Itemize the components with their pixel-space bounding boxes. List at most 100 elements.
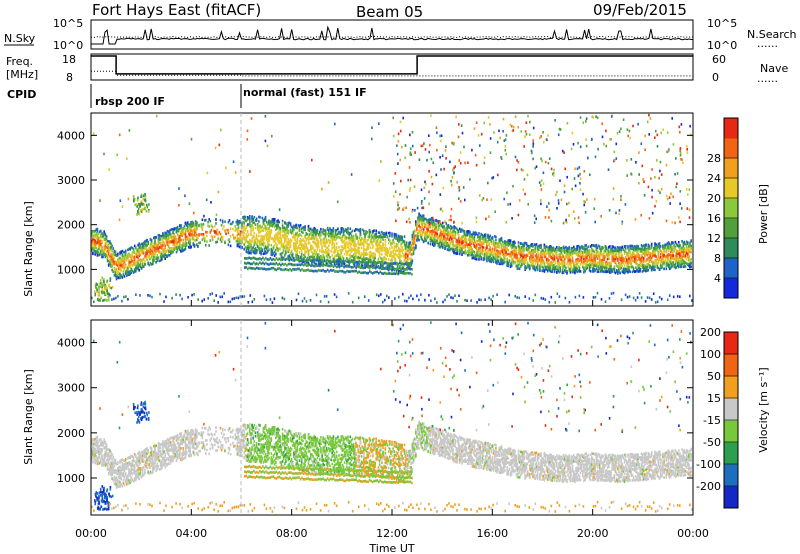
scatter-cell — [324, 231, 327, 234]
scatter-cell — [316, 248, 319, 251]
scatter-cell — [128, 252, 130, 256]
scatter-cell — [311, 233, 313, 237]
scatter-cell — [291, 235, 294, 239]
scatter-cell — [317, 245, 320, 249]
scatter-cell — [288, 246, 291, 249]
scatter-cell — [352, 248, 355, 251]
scatter-cell — [390, 264, 392, 267]
scatter-cell — [293, 243, 295, 247]
scatter-cell — [166, 254, 169, 257]
scatter-cell — [254, 241, 257, 244]
scatter-cell — [201, 228, 204, 231]
scatter-cell — [328, 229, 330, 232]
scatter-cell — [188, 241, 190, 245]
scatter-cell — [168, 247, 171, 250]
scatter-cell — [238, 241, 241, 245]
scatter-cell — [393, 253, 396, 256]
scatter-cell — [157, 256, 160, 259]
scatter-cell — [315, 238, 318, 242]
scatter-cell — [311, 237, 313, 240]
scatter-cell — [363, 232, 365, 235]
scatter-cell — [261, 237, 263, 240]
scatter-cell — [148, 257, 151, 261]
scatter-cell — [196, 222, 198, 225]
scatter-cell — [358, 256, 361, 260]
scatter-cell — [189, 227, 191, 230]
freq-panel: Freq. [MHz] 18 8 60 0 Nave ...... — [6, 53, 788, 85]
scatter-cell — [155, 261, 157, 264]
scatter-cell — [168, 229, 171, 232]
scatter-cell — [286, 225, 288, 228]
scatter-cell — [335, 247, 338, 250]
scatter-cell — [127, 270, 129, 274]
scatter-cell — [391, 258, 393, 261]
scatter-cell — [255, 217, 258, 220]
scatter-cell — [482, 246, 485, 249]
scatter-cell — [235, 239, 238, 243]
scatter-cell — [386, 251, 389, 255]
scatter-cell — [101, 254, 103, 257]
scatter-cell — [157, 233, 160, 237]
scatter-cell — [489, 246, 491, 249]
scatter-cell — [433, 220, 435, 224]
scatter-cell — [354, 241, 356, 245]
scatter-cell — [215, 232, 217, 235]
scatter-cell — [219, 238, 222, 242]
scatter-cell — [247, 243, 250, 247]
scatter-cell — [355, 237, 357, 240]
scatter-cell — [159, 252, 162, 256]
scatter-cell — [247, 246, 250, 249]
scatter-cell — [282, 233, 285, 237]
scatter-cell — [96, 235, 99, 238]
scatter-cell — [152, 247, 154, 251]
scatter-cell — [304, 236, 306, 239]
scatter-cell — [142, 252, 145, 255]
scatter-cell — [189, 233, 191, 237]
scatter-cell — [329, 227, 331, 230]
scatter-cell — [246, 218, 249, 221]
scatter-cell — [296, 237, 298, 240]
scatter-cell — [293, 228, 295, 231]
scatter-cell — [270, 221, 273, 225]
scatter-cell — [101, 255, 103, 259]
scatter-cell — [210, 224, 213, 228]
scatter-cell — [150, 255, 153, 259]
scatter-cell — [155, 244, 157, 248]
scatter-cell — [161, 256, 163, 259]
scatter-cell — [515, 246, 517, 249]
scatter-cell — [578, 266, 581, 269]
scatter-cell — [236, 233, 239, 237]
scatter-cell — [304, 225, 306, 228]
scatter-cell — [212, 229, 215, 233]
scatter-cell — [391, 235, 393, 238]
scatter-cell — [317, 261, 320, 264]
scatter-cell — [168, 240, 171, 243]
scatter-cell — [183, 232, 186, 235]
scatter-cell — [385, 249, 388, 252]
scatter-cell — [127, 265, 129, 269]
scatter-cell — [486, 246, 488, 250]
scatter-cell — [534, 262, 537, 265]
scatter-cell — [215, 222, 217, 225]
scatter-cell — [93, 249, 95, 253]
scatter-cell — [285, 245, 287, 248]
scatter-cell — [346, 240, 348, 244]
scatter-cell — [150, 253, 153, 256]
scatter-cell — [103, 230, 105, 234]
scatter-cell — [280, 256, 283, 259]
scatter-cell — [515, 248, 517, 252]
scatter-cell — [150, 263, 153, 266]
scatter-cell — [205, 243, 207, 247]
scatter-cell — [348, 231, 350, 235]
scatter-cell — [315, 231, 318, 235]
scatter-cell — [232, 227, 234, 231]
scatter-cell — [149, 261, 152, 265]
scatter-cell — [237, 241, 240, 244]
scatter-cell — [228, 219, 231, 222]
scatter-cell — [104, 237, 107, 241]
scatter-cell — [324, 233, 327, 236]
scatter-cell — [306, 247, 309, 251]
scatter-cell — [373, 229, 375, 232]
scatter-cell — [359, 229, 362, 232]
scatter-cell — [352, 234, 355, 238]
